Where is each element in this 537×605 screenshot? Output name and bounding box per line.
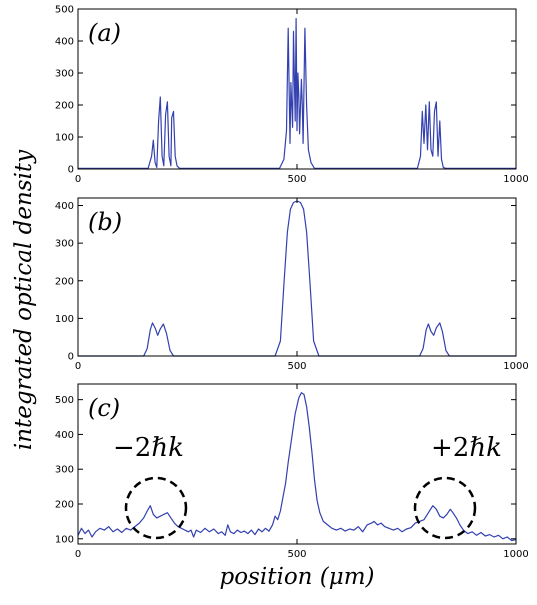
y-tick-label: 400 [55, 201, 74, 212]
annotation-minus-2hk: −2ℏk [113, 433, 184, 463]
x-tick-label: 0 [75, 174, 81, 185]
dashed-circle-left [124, 476, 188, 540]
x-axis-title: position (μm) [219, 564, 374, 590]
panel-label: (b) [88, 208, 122, 236]
panel-label: (c) [88, 394, 120, 422]
x-tick-label: 500 [287, 174, 306, 185]
x-tick-label: 1000 [503, 174, 528, 185]
y-tick-label: 200 [55, 500, 74, 511]
y-tick-label: 400 [55, 37, 74, 48]
x-tick-label: 0 [75, 549, 81, 560]
panel-a: 0 500 1000 0 100 200 300 400 500 (a) [55, 5, 529, 186]
panel-c: 0 500 1000 100 200 300 400 500 (c) −2ℏk +2ℏk [55, 383, 529, 560]
y-tick-label: 0 [68, 352, 74, 363]
y-tick-label: 100 [55, 534, 74, 545]
y-tick-label: 200 [55, 101, 74, 112]
y-tick-label: 200 [55, 276, 74, 287]
dashed-circle-right [413, 476, 477, 540]
data-series-line [78, 18, 516, 169]
data-series-line [78, 200, 516, 357]
y-tick-label: 400 [55, 430, 74, 441]
y-tick-label: 0 [68, 165, 74, 176]
annotation-plus-2hk: +2ℏk [431, 433, 502, 463]
panel-label: (a) [88, 19, 121, 47]
y-tick-label: 500 [55, 395, 74, 406]
x-tick-label: 500 [287, 549, 306, 560]
y-axis-title: integrated optical density [11, 149, 37, 450]
x-tick-label: 0 [75, 361, 81, 372]
x-tick-label: 1000 [503, 361, 528, 372]
x-tick-label: 1000 [503, 549, 528, 560]
y-tick-label: 500 [55, 5, 74, 16]
y-tick-label: 300 [55, 239, 74, 250]
data-series-line [77, 392, 517, 542]
y-tick-label: 300 [55, 69, 74, 80]
plot-frame [77, 197, 517, 357]
y-tick-label: 100 [55, 133, 74, 144]
x-tick-label: 500 [287, 361, 306, 372]
panel-b: 0 500 1000 0 100 200 300 400 (b) [55, 197, 529, 372]
y-tick-label: 100 [55, 314, 74, 325]
y-tick-label: 300 [55, 465, 74, 476]
